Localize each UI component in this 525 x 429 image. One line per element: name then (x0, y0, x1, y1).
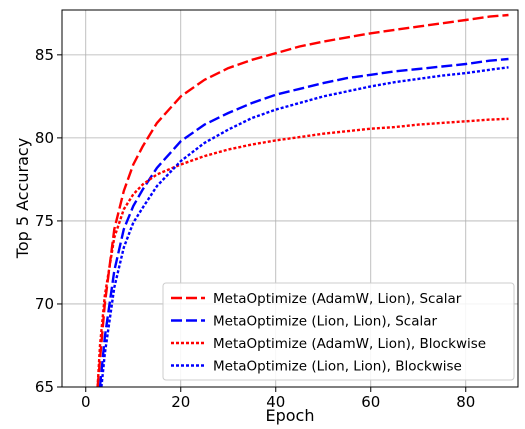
legend-label-1: MetaOptimize (AdamW, Lion), Scalar (213, 291, 462, 307)
x-axis-label: Epoch (266, 406, 315, 425)
legend-box (162, 282, 515, 381)
x-tick-label: 80 (456, 393, 475, 411)
plot-frame (61, 9, 519, 388)
series-line-1 (96, 13, 509, 387)
legend-label-3: MetaOptimize (AdamW, Lion), Blockwise (213, 336, 486, 352)
axis-ticks: 0 20 40 60 80 65 70 75 80 85 (35, 46, 475, 411)
y-tick-label: 80 (35, 129, 54, 147)
legend-label-2: MetaOptimize (Lion, Lion), Scalar (213, 314, 438, 330)
x-tick-label: 60 (361, 393, 380, 411)
x-tick-label: 40 (266, 393, 285, 411)
series-line-2 (98, 57, 509, 387)
legend: MetaOptimize (AdamW, Lion), Scalar MetaOp… (162, 282, 515, 381)
x-tick-label: 20 (171, 393, 190, 411)
y-tick-label: 65 (35, 378, 54, 396)
y-tick-label: 75 (35, 212, 54, 230)
series-line-4 (100, 66, 509, 387)
y-axis-label: Top 5 Accuracy (13, 138, 32, 259)
x-tick-label: 0 (81, 393, 91, 411)
y-tick-label: 70 (35, 295, 54, 313)
y-tick-label: 85 (35, 46, 54, 64)
legend-label-4: MetaOptimize (Lion, Lion), Blockwise (213, 359, 462, 375)
series-lines (96, 13, 509, 387)
series-line-3 (96, 117, 509, 387)
